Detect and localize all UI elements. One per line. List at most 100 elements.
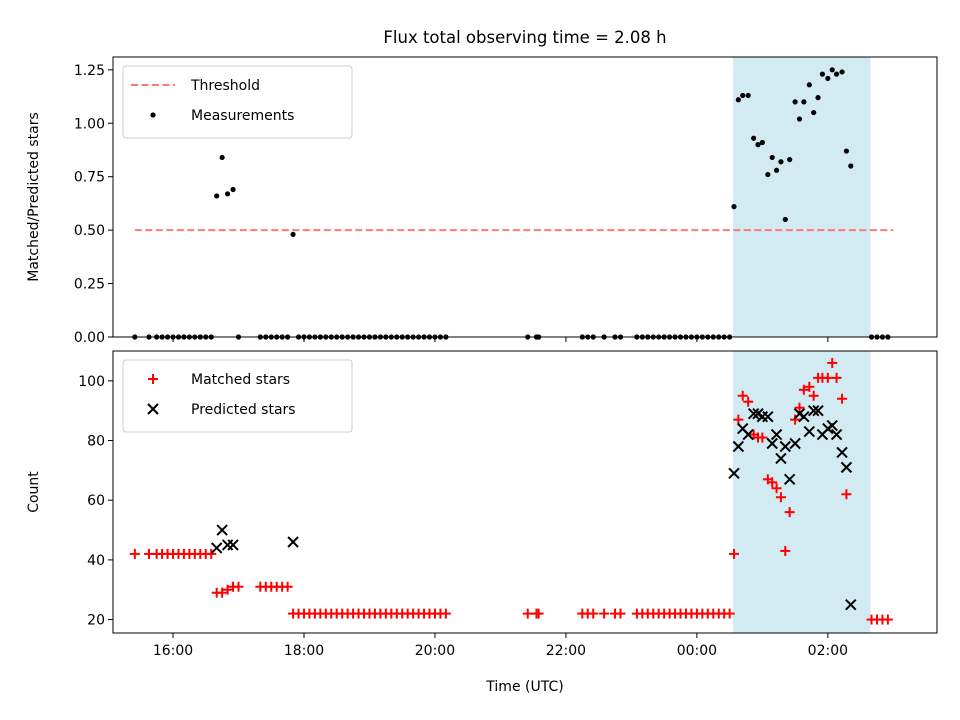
measurement-point [833,71,840,77]
predicted-star-point [732,440,745,453]
predicted-star-point-b [779,440,792,453]
bottom-x-ticks: 16:00 18:00 20:00 22:00 00:00 02:00 [153,633,848,659]
matched-star-point [222,584,233,595]
legend-box [122,65,353,139]
measurement-point [787,156,793,163]
predicted-star-point-b [826,419,838,432]
measurement-point [815,95,821,101]
y-tick-label: 40 [87,553,105,569]
measurement-point [806,82,812,88]
predicted-star-point-b [783,473,796,486]
predicted-star-point-b [789,437,801,450]
predicted-star-point [826,419,838,432]
measurement-point [731,204,737,210]
y-tick-label: 0.75 [74,170,105,186]
predicted-star-point-b [287,536,299,548]
matched-star-point [599,608,610,619]
predicted-star-point [840,461,853,474]
matched-star-point [822,372,833,383]
predicted-star-point [762,410,774,423]
predicted-star-point [227,539,239,551]
y-tick-label: 0.25 [74,277,105,293]
measurement-point [745,92,751,99]
matched-star-point [757,432,768,443]
measurement-point [735,97,741,103]
predicted-star-point [807,404,820,417]
legend-measurement-handle [150,112,156,118]
measurement-point [755,142,761,148]
top-shade-region [732,57,871,337]
matched-star-point [882,614,893,625]
predicted-star-point-b [807,404,820,417]
legend-box [122,359,353,433]
matched-star-point [837,393,848,404]
matched-star-point [827,357,838,368]
top-y-axis-label: Matched/Predicted stars [26,112,42,282]
matched-star-point [129,548,140,559]
predicted-star-point [747,407,760,420]
predicted-star-point [742,428,754,441]
matched-star-point [743,396,754,407]
legend-predicted-handle-b [147,403,159,415]
measurement-point [765,171,771,178]
measurement-point [230,186,236,193]
predicted-star-point [836,446,848,459]
predicted-star-point [789,437,801,450]
x-tick-label: 00:00 [677,643,717,659]
matched-star-point [771,483,782,494]
x-tick-label: 22:00 [546,643,586,659]
predicted-star-point [798,410,810,423]
predicted-star-point-b [840,461,853,474]
matched-star-point [233,581,244,592]
matched-star-point [841,489,852,500]
predicted-star-point-b [210,542,223,554]
bottom-shade-region [732,351,871,633]
x-tick-label: 16:00 [153,643,193,659]
matched-star-point [790,414,801,425]
predicted-star-point-b [803,425,816,438]
matched-star-point [737,390,748,401]
measurement-point [825,75,831,81]
predicted-star-point-b [836,446,848,459]
measurement-point [839,69,845,75]
measurement-point [740,92,746,99]
predicted-star-point [812,404,824,417]
measurement-point [819,71,826,77]
top-x-ticks [172,337,829,342]
legend-label: Threshold [190,78,260,94]
x-tick-label: 18:00 [284,643,324,659]
measurement-point [801,99,807,105]
predicted-star-point-b [766,437,778,450]
measurement-point [224,191,231,197]
predicted-star-point-b [845,598,857,611]
matched-star-point [775,492,786,503]
predicted-star-point-b [216,524,228,536]
matched-star-point [533,608,544,619]
predicted-star-point [287,536,299,548]
x-tick-label: 20:00 [415,643,455,659]
predicted-star-point-b [728,467,740,480]
predicted-star-point-b [775,452,787,465]
matched-star-point [831,372,842,383]
predicted-star-point-b [798,410,810,423]
predicted-star-point-b [227,539,239,551]
measurement-point [290,231,296,238]
x-axis-label: Time (UTC) [485,679,563,695]
predicted-star-point [216,524,228,536]
y-tick-label: 0.00 [74,330,105,346]
matched-star-point [615,608,626,619]
measurement-point [219,154,225,161]
legend-label: Predicted stars [191,402,296,418]
measurement-point [759,139,765,146]
predicted-star-point [221,539,234,551]
predicted-star-point [210,542,223,554]
measurement-point [214,193,220,199]
predicted-star-point [775,452,787,465]
matched-star-point [767,477,778,488]
matched-star-point [798,384,809,395]
bottom-y-ticks: 20 40 60 80 100 [78,374,113,629]
matched-star-point [588,608,599,619]
predicted-star-point [830,428,843,441]
measurement-point [782,216,788,223]
